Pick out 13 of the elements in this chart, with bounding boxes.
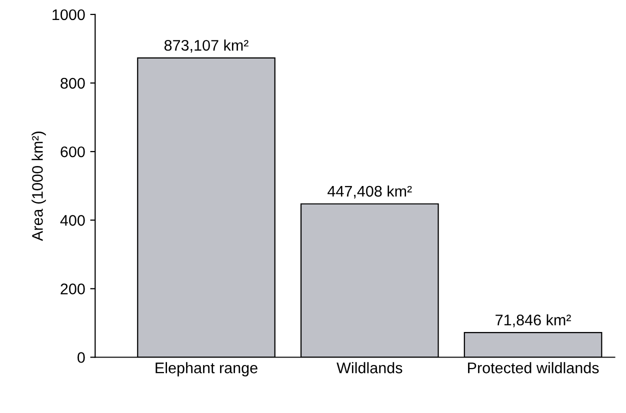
x-tick-label: Protected wildlands xyxy=(468,362,599,374)
annotation: 447,408 km² xyxy=(328,185,412,198)
y-tick-label: 200 xyxy=(60,284,85,294)
y-tick-label: 0 xyxy=(78,352,85,363)
annotation: 873,107 km² xyxy=(164,40,248,53)
y-axis-title: Area (1000 km²) xyxy=(32,132,46,242)
annotation: 71,846 km² xyxy=(496,314,571,328)
x-tick-label: Elephant range xyxy=(156,362,258,376)
y-tick-label: 1000 xyxy=(52,9,85,20)
y-tick-label: 800 xyxy=(60,78,85,89)
x-tick-label: Wildlands xyxy=(336,362,402,374)
y-tick-label: 400 xyxy=(60,214,85,226)
y-tick-label: 600 xyxy=(60,146,85,158)
